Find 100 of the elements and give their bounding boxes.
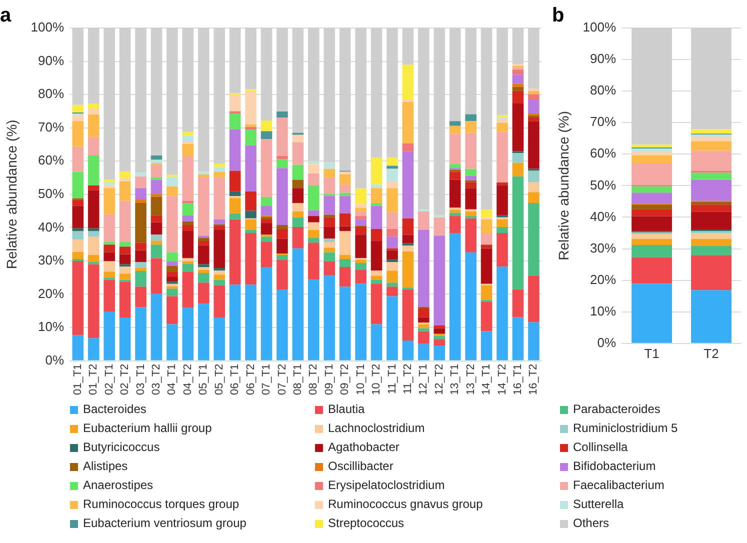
bar	[465, 182, 476, 188]
bar	[691, 172, 732, 180]
legend-label: Eubacterium hallii group	[83, 421, 212, 436]
bar	[632, 186, 672, 193]
bar	[339, 286, 351, 360]
bar	[229, 114, 241, 130]
bar	[104, 180, 115, 182]
bar	[496, 132, 508, 182]
legend-label: Agathobacter	[328, 440, 400, 455]
bar	[88, 185, 100, 190]
bar	[402, 102, 414, 144]
bar	[434, 217, 446, 236]
bar	[370, 240, 382, 271]
bar	[182, 264, 194, 272]
bar	[292, 248, 304, 360]
bar	[386, 229, 398, 237]
bar	[480, 285, 492, 300]
bar	[480, 210, 492, 218]
bar	[449, 164, 461, 168]
bar	[292, 188, 304, 204]
bar	[449, 233, 461, 360]
bar	[324, 248, 336, 252]
y-tick-label: 70%	[38, 119, 64, 134]
bar	[465, 218, 476, 252]
bar	[104, 261, 115, 272]
bar	[691, 204, 732, 212]
bar	[691, 141, 732, 151]
bar	[166, 296, 178, 324]
bar	[496, 266, 508, 360]
bar	[166, 196, 178, 252]
bar	[214, 274, 226, 280]
bar	[229, 213, 241, 220]
bar	[632, 152, 672, 156]
bar	[324, 162, 336, 169]
y-tick-label: 10%	[38, 319, 64, 334]
legend-label: Bifidobacterium	[573, 459, 656, 474]
bar	[214, 268, 226, 271]
bar	[339, 266, 351, 287]
bar	[292, 142, 304, 165]
bar	[632, 144, 672, 148]
bar	[104, 214, 115, 242]
bar	[104, 272, 115, 278]
x-tick-label: 07_T1	[260, 364, 273, 396]
bar	[135, 242, 146, 250]
bar	[150, 222, 162, 235]
bar	[308, 242, 320, 280]
x-tick-label: 14_T1	[480, 364, 493, 396]
bar	[449, 134, 461, 164]
bar	[88, 338, 100, 360]
bar	[292, 164, 304, 180]
bar	[355, 270, 366, 284]
bar	[434, 328, 446, 334]
bar	[355, 204, 366, 208]
chart-title: a	[0, 4, 12, 27]
x-tick-label: 04_T1	[166, 364, 178, 396]
bar	[198, 236, 210, 238]
bar	[72, 240, 84, 252]
bar	[88, 228, 100, 232]
y-tick-label: 80%	[590, 82, 616, 98]
bar	[449, 210, 461, 213]
bar	[135, 188, 146, 200]
bar	[150, 196, 162, 216]
bar	[182, 144, 194, 156]
bar	[135, 268, 146, 271]
bar	[355, 284, 366, 360]
bar	[355, 234, 366, 258]
bar	[512, 86, 524, 91]
bar	[512, 153, 524, 163]
bar	[512, 176, 524, 290]
bar	[229, 191, 241, 196]
bar	[324, 227, 336, 239]
bar	[88, 190, 100, 228]
bar	[324, 252, 336, 262]
x-tick-label: 16_T1	[512, 364, 524, 396]
legend-label: Lachnoclostridium	[328, 421, 425, 436]
bar	[182, 200, 194, 204]
bar	[512, 84, 524, 87]
legend-label: Eubacterium ventriosum group	[83, 516, 246, 531]
bar	[276, 254, 288, 260]
y-tick-label: 0%	[597, 334, 616, 350]
bar	[308, 216, 320, 222]
bar	[245, 219, 256, 230]
bar	[386, 270, 398, 283]
y-tick-label: 100%	[30, 20, 64, 35]
bar	[496, 227, 508, 234]
bar	[339, 174, 351, 184]
bar	[386, 168, 398, 182]
bar	[150, 177, 162, 180]
legend-label: Blautia	[328, 402, 365, 417]
bar	[119, 172, 131, 178]
bar	[166, 261, 178, 266]
x-tick-label: 07_T2	[276, 364, 288, 396]
legend-label: Ruminiclostridium 5	[573, 421, 678, 436]
bar	[355, 216, 366, 220]
bar	[276, 238, 288, 254]
bar	[418, 211, 430, 230]
bar	[182, 203, 194, 216]
legend-label: Anaerostipes	[83, 478, 154, 493]
bar	[480, 248, 492, 284]
bar	[339, 172, 351, 174]
